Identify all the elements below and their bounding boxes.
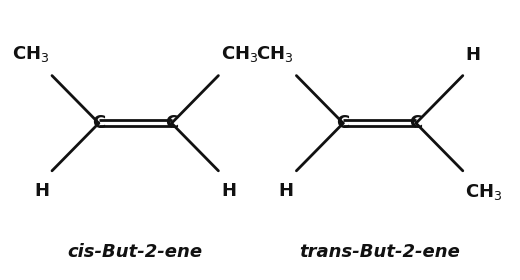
Text: CH$_3$: CH$_3$	[465, 182, 503, 202]
Text: trans-But-2-ene: trans-But-2-ene	[299, 243, 460, 261]
Text: cis-But-2-ene: cis-But-2-ene	[68, 243, 203, 261]
Text: C: C	[165, 114, 178, 132]
Text: C: C	[409, 114, 423, 132]
Text: H: H	[221, 182, 236, 200]
Text: CH$_3$: CH$_3$	[256, 45, 294, 64]
Text: H: H	[279, 182, 294, 200]
Text: H: H	[465, 46, 480, 64]
Text: H: H	[34, 182, 49, 200]
Text: CH$_3$: CH$_3$	[12, 45, 49, 64]
Text: CH$_3$: CH$_3$	[221, 45, 258, 64]
Text: C: C	[336, 114, 350, 132]
Text: C: C	[92, 114, 106, 132]
